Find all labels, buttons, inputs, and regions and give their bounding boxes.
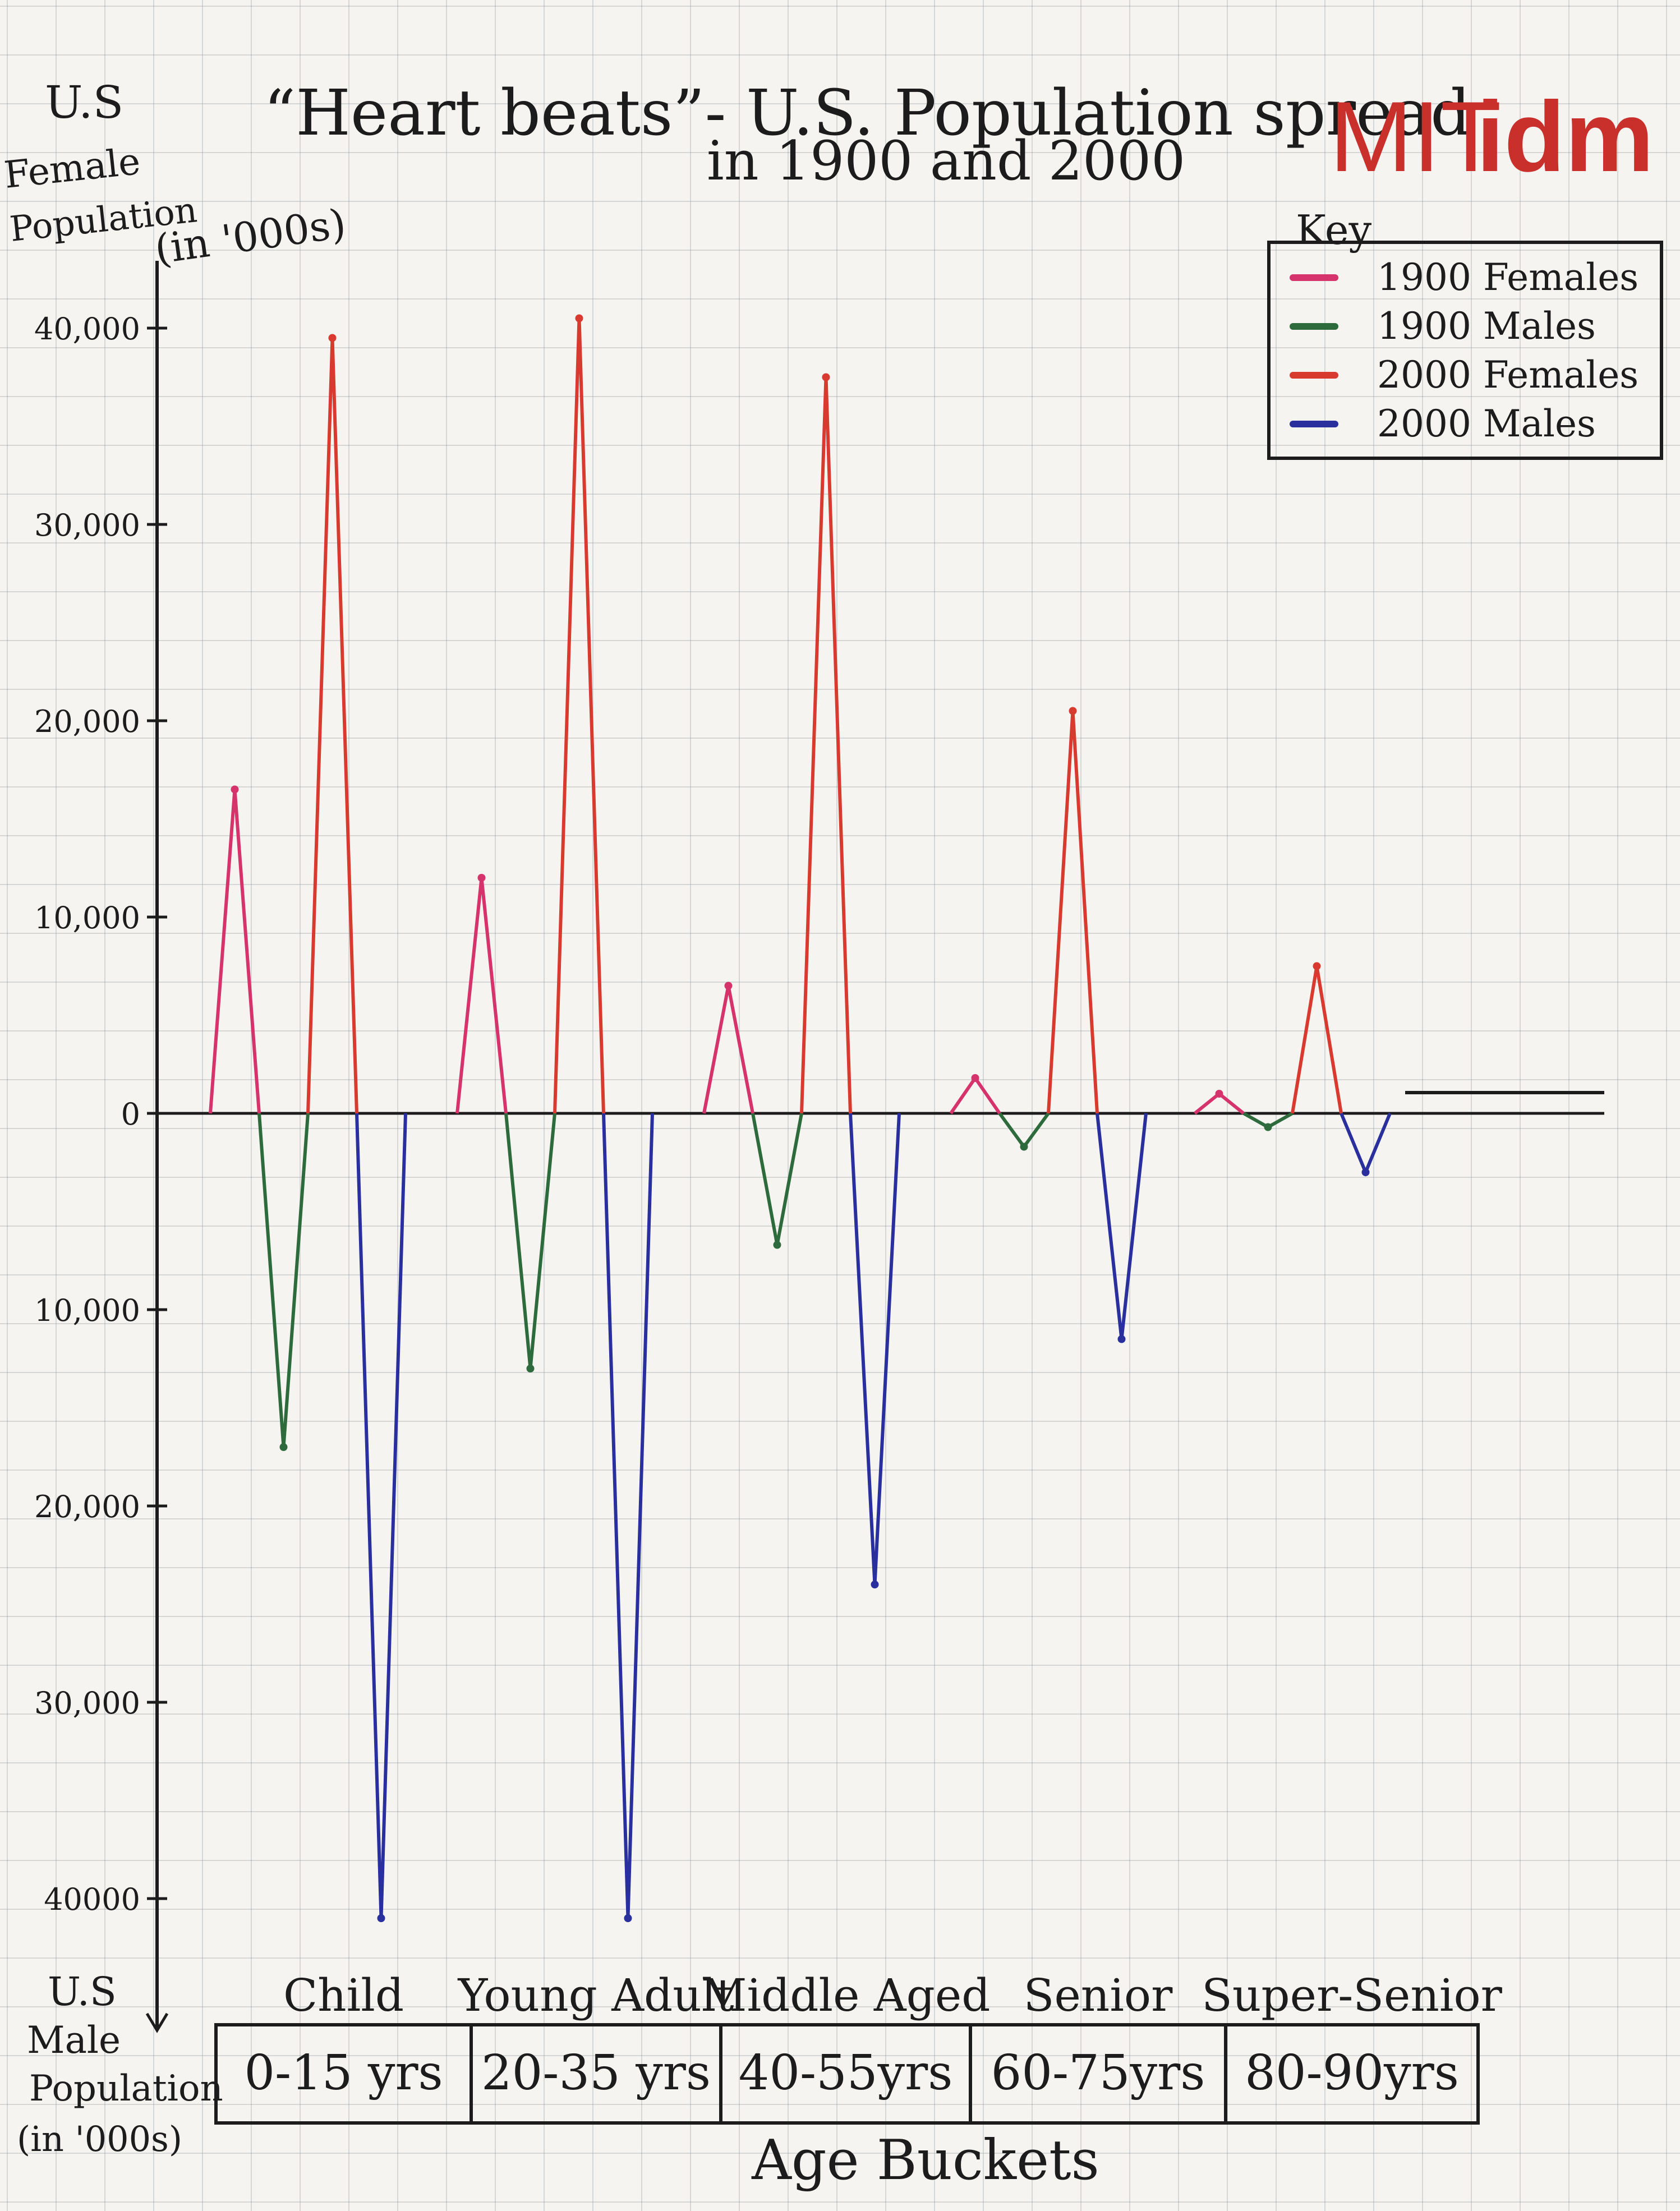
series-spike [553, 318, 605, 1114]
data-point [773, 1241, 781, 1249]
y-tick-label: 30,000 [34, 1685, 140, 1721]
data-point [1020, 1143, 1028, 1151]
series-spike [602, 1113, 654, 1919]
legend: Key 1900 Females 1900 Males 2000 Females 20… [1267, 206, 1663, 460]
x-axis-label: Age Buckets [751, 2129, 1099, 2192]
y-tick-label: 0 [121, 1097, 140, 1132]
data-point [231, 785, 239, 794]
legend-box [1267, 241, 1663, 460]
bucket-name: Young Adult [458, 1969, 734, 2021]
bucket-range: 20-35 yrs [481, 2045, 711, 2101]
series-spike [257, 1113, 310, 1448]
bucket-range: 40-55yrs [739, 2045, 953, 2101]
data-point [279, 1443, 288, 1451]
data-point [1215, 1090, 1223, 1098]
y-top-label-1: U.S [45, 76, 123, 128]
data-point [971, 1074, 979, 1082]
y-tick-label: 20,000 [34, 704, 140, 739]
y-bottom-label-2: Male [27, 2019, 121, 2062]
series-spike [949, 1075, 1001, 1114]
logo-idm: idm [1476, 81, 1654, 192]
series-spike [849, 1113, 901, 1585]
data-point [1313, 962, 1321, 970]
series-spike [306, 338, 358, 1114]
y-ticks: 40,000 30,000 20,000 10,000 0 10,000 20,000 30,… [34, 311, 167, 1917]
y-bottom-label-1: U.S [48, 1969, 117, 2015]
series-spike [504, 1113, 556, 1369]
data-point [822, 373, 830, 381]
logo-mit: MIT [1329, 81, 1501, 192]
y-tick-label: 40000 [44, 1882, 140, 1917]
data-point [477, 874, 486, 882]
y-tick-label: 10,000 [34, 1293, 140, 1328]
series-lines [209, 314, 1604, 1922]
data-point [871, 1581, 879, 1588]
data-point [526, 1365, 535, 1372]
data-point [1069, 707, 1077, 715]
age-buckets: Child 0-15 yrs Young Adult 20-35 yrs Middle … [214, 1969, 1503, 2125]
series-spike [800, 377, 852, 1114]
data-point [1264, 1123, 1272, 1131]
bucket-name: Middle Aged [701, 1969, 991, 2021]
bucket-range: 80-90yrs [1245, 2045, 1459, 2101]
y-top-label-2: Female [2, 140, 142, 197]
y-bottom-label-3: Population [29, 2068, 223, 2109]
series-spike [355, 1113, 407, 1919]
legend-items: 1900 Females 1900 Males 2000 Females 2000 M… [1290, 256, 1638, 445]
data-point [377, 1914, 385, 1922]
mitidm-logo: MIT idm [1329, 81, 1654, 192]
data-point [724, 982, 733, 990]
series-spike [1340, 1112, 1392, 1177]
legend-label: 2000 Males [1377, 402, 1596, 445]
series-spike [702, 985, 754, 1114]
series-spike [998, 1112, 1050, 1150]
series-spike [1096, 1113, 1148, 1339]
y-axis-arrow [145, 2012, 169, 2033]
y-tick-label: 20,000 [34, 1489, 140, 1524]
y-bottom-label-4: (in '000s) [17, 2118, 182, 2159]
data-point [328, 334, 337, 342]
y-tick-label: 30,000 [34, 508, 140, 543]
y-tick-label: 40,000 [34, 311, 140, 347]
bucket-range: 60-75yrs [991, 2045, 1205, 2101]
legend-label: 1900 Males [1377, 305, 1596, 348]
chart-title-line2: in 1900 and 2000 [707, 130, 1185, 192]
data-point [1361, 1168, 1370, 1176]
bucket-box-outline [214, 2023, 1480, 2125]
series-spike [751, 1113, 803, 1246]
series-spike [455, 877, 508, 1114]
series-spike [1047, 711, 1099, 1114]
series-spike [1291, 966, 1343, 1114]
data-point [624, 1914, 632, 1922]
legend-title: Key [1296, 206, 1371, 254]
legend-label: 1900 Females [1377, 256, 1638, 299]
data-point [1117, 1335, 1126, 1343]
bucket-name: Child [283, 1969, 404, 2021]
bucket-range: 0-15 yrs [244, 2045, 443, 2101]
data-point [575, 314, 583, 323]
y-tick-label: 10,000 [34, 900, 140, 936]
legend-label: 2000 Females [1377, 353, 1638, 397]
series-spike [209, 789, 261, 1114]
bucket-name: Senior [1024, 1969, 1173, 2021]
bucket-name: Super-Senior [1202, 1969, 1503, 2021]
chart-title-line1: “Heart beats”- U.S. Population spread [264, 77, 1471, 150]
